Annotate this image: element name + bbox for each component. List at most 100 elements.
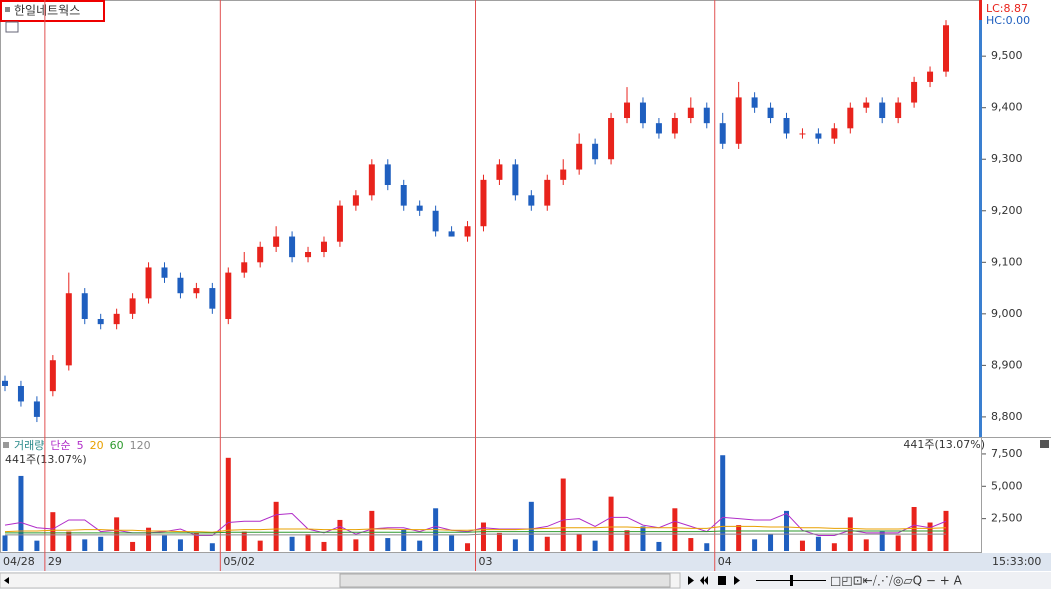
- candle-body: [576, 143, 583, 170]
- candle-body: [719, 123, 726, 144]
- chart-title: 한일네트웍스: [14, 4, 80, 18]
- legend-entry: 5: [77, 439, 84, 452]
- candle-body: [655, 123, 662, 134]
- volume-bar: [130, 541, 136, 551]
- volume-bar: [305, 534, 311, 551]
- candle-body: [33, 401, 40, 417]
- toolbar-buttons[interactable]: [688, 575, 826, 586]
- candle-body: [560, 169, 567, 180]
- candle-body: [639, 102, 646, 124]
- candle-body: [592, 143, 599, 160]
- candle-body: [81, 293, 88, 319]
- volume-bar: [177, 539, 183, 551]
- volume-bar: [496, 532, 502, 551]
- x-tick-label: 29: [48, 555, 62, 568]
- volume-bar: [321, 541, 327, 551]
- candle-body: [464, 226, 471, 237]
- price-bar-top: [979, 0, 982, 20]
- toolbar-icons[interactable]: □◰⊡⇤⧸⋰⧸◎▱Q − + A: [830, 574, 963, 588]
- candle-body: [624, 102, 631, 119]
- candle-body: [49, 360, 56, 392]
- candle-body: [687, 107, 694, 119]
- x-tick-label: 03: [479, 555, 493, 568]
- volume-bar: [576, 534, 582, 551]
- volume-bar: [385, 538, 391, 551]
- volume-bar: [66, 531, 72, 551]
- volume-bar: [82, 539, 88, 551]
- volume-bar: [241, 531, 247, 551]
- x-tick-label: 04/28: [3, 555, 35, 568]
- lc-label: LC:8.87: [986, 2, 1028, 15]
- candle-body: [895, 102, 902, 119]
- table-icon[interactable]: [5, 21, 19, 33]
- volume-annotation: 441주(13.07%): [5, 453, 87, 466]
- candle-body: [735, 97, 742, 144]
- candle-body: [432, 210, 439, 232]
- y-tick-label: 8,900: [991, 358, 1023, 371]
- volume-bar: [225, 457, 231, 551]
- candle-body: [943, 25, 949, 72]
- volume-annotation: 441주(13.07%): [903, 438, 985, 451]
- candle-body: [911, 81, 918, 103]
- volume-bar: [209, 543, 215, 551]
- candle-body: [480, 179, 487, 227]
- legend-entry: 단순: [50, 439, 70, 452]
- x-tick-label: 04: [718, 555, 732, 568]
- volume-bar: [50, 512, 56, 551]
- volume-bar: [736, 525, 742, 551]
- y-tick-label: 7,500: [991, 447, 1023, 460]
- volume-bar: [146, 527, 152, 551]
- candle-body: [305, 251, 312, 258]
- volume-bar: [799, 540, 805, 551]
- volume-bar: [480, 522, 486, 551]
- volume-bar: [512, 539, 518, 551]
- volume-bar: [18, 475, 24, 551]
- scroll-left[interactable]: [4, 577, 9, 584]
- candle-body: [416, 205, 423, 211]
- ma-line: [5, 530, 946, 534]
- volume-bar: [624, 530, 630, 551]
- candle-body: [799, 133, 806, 135]
- volume-bar: [337, 519, 343, 551]
- volume-bar: [752, 539, 758, 551]
- scroll-thumb[interactable]: [339, 573, 671, 588]
- candle-body: [2, 380, 8, 386]
- candle-body: [831, 128, 838, 139]
- y-tick-label: 9,500: [991, 49, 1023, 62]
- volume-bar: [831, 543, 837, 551]
- candle-body: [209, 288, 216, 309]
- candle-body: [145, 267, 152, 299]
- candle-body: [927, 71, 934, 82]
- legend-entry: 20: [90, 439, 104, 452]
- y-tick-label: 2,500: [991, 512, 1023, 525]
- y-tick-label: 9,300: [991, 152, 1023, 165]
- candle-body: [289, 236, 296, 258]
- x-tick-label: 05/02: [223, 555, 255, 568]
- volume-bar: [161, 535, 167, 551]
- legend-entry: 거래량: [14, 439, 44, 452]
- volume-bar: [656, 541, 662, 551]
- volume-bar: [257, 540, 263, 551]
- pane-close[interactable]: [1040, 440, 1049, 448]
- candle-body: [879, 102, 886, 119]
- time-label: 15:33:00: [992, 555, 1041, 568]
- candle-body: [17, 385, 24, 402]
- candle-body: [368, 164, 375, 196]
- candle-body: [352, 195, 359, 206]
- volume-bar: [895, 535, 901, 551]
- candle-body: [512, 164, 519, 196]
- volume-bar: [417, 540, 423, 551]
- candle-body: [528, 195, 535, 206]
- candle-body: [448, 231, 455, 237]
- title-box[interactable]: [0, 0, 105, 22]
- y-tick-label: 9,000: [991, 307, 1023, 320]
- candle-body: [703, 107, 710, 124]
- candle-body: [129, 298, 136, 314]
- candle-body: [783, 118, 790, 134]
- volume-bar: [401, 528, 407, 551]
- volume-bar: [273, 501, 279, 551]
- volume-bar: [863, 539, 869, 551]
- candle-body: [751, 97, 758, 108]
